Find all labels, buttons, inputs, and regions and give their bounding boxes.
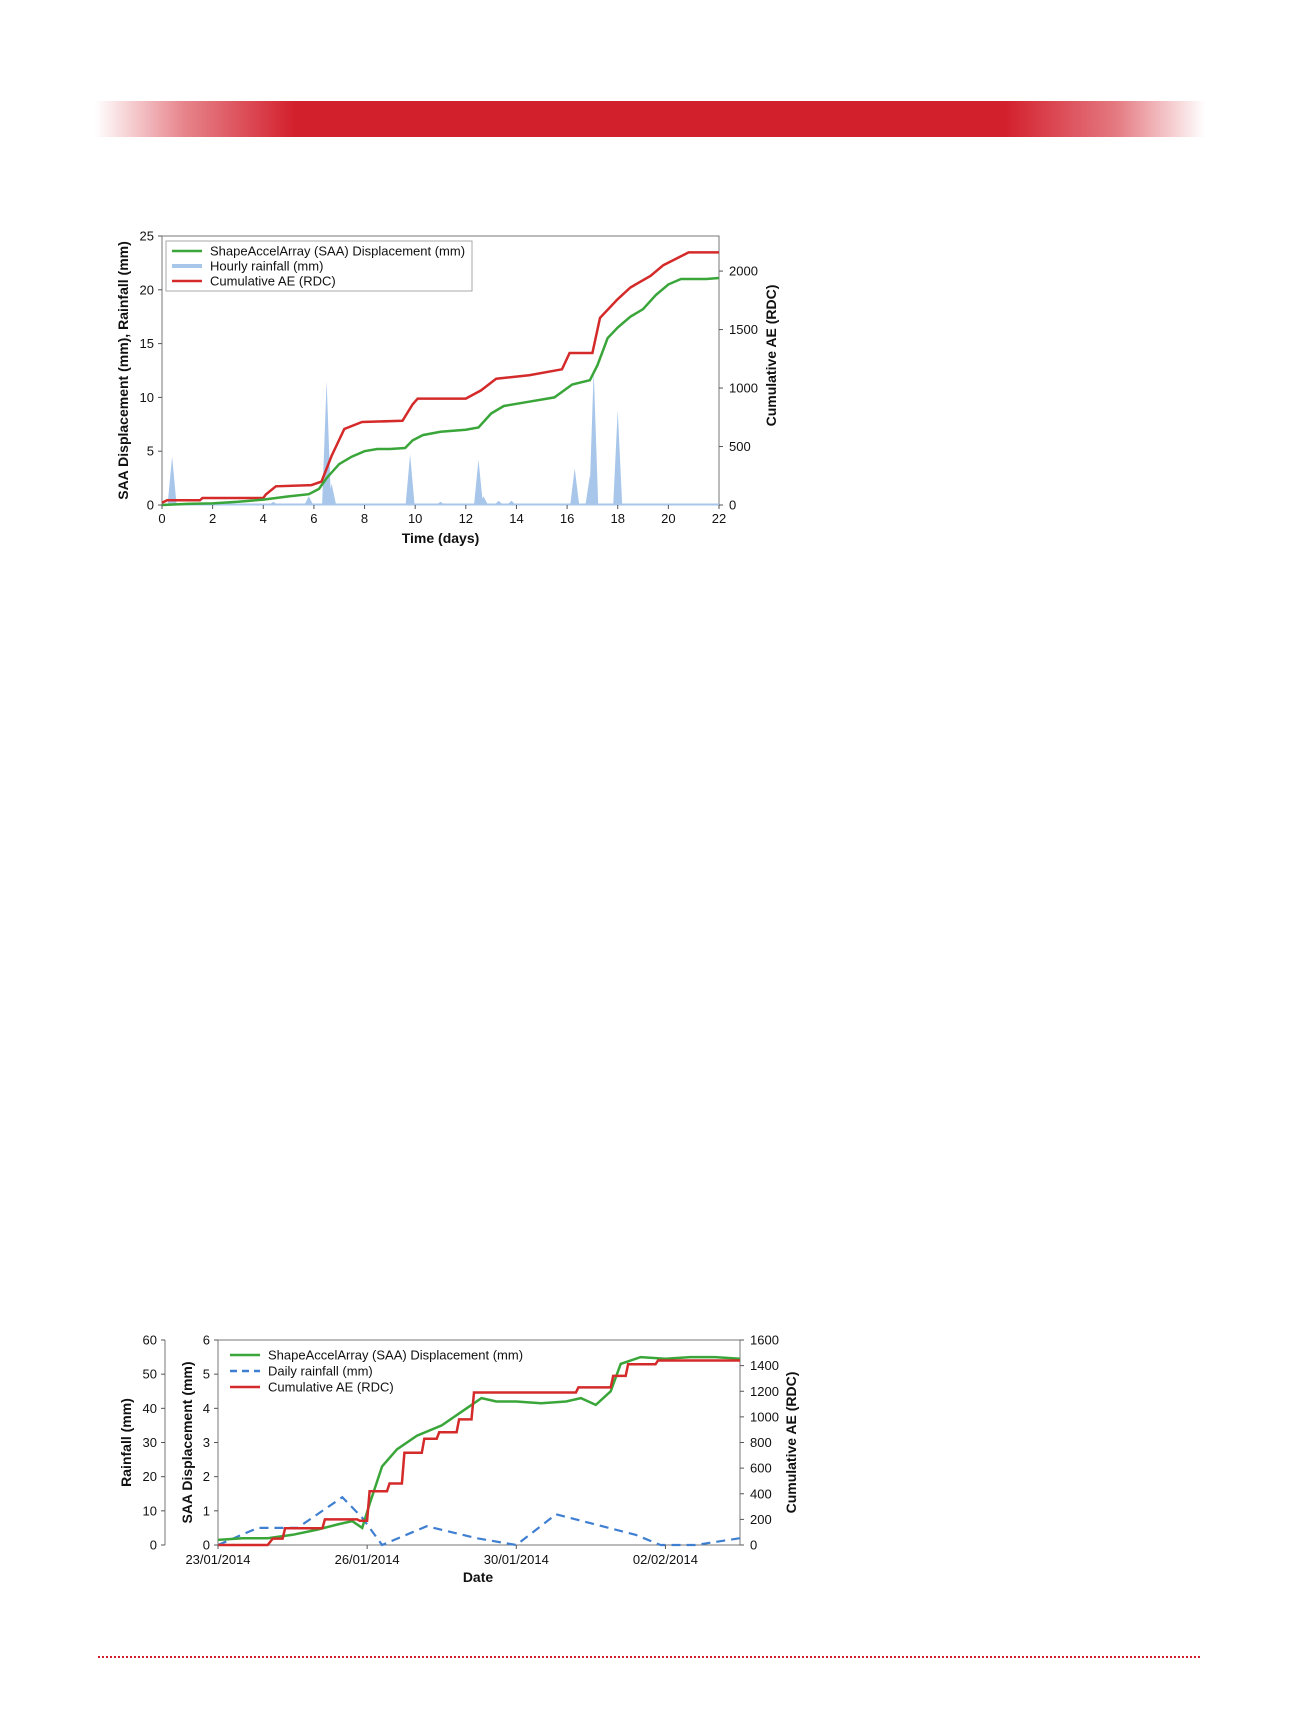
rainfall-spike-0 xyxy=(167,456,177,505)
x-tick-label: 02/02/2014 xyxy=(633,1552,698,1567)
x-tick-label: 8 xyxy=(361,511,368,526)
y-left-axis-label: SAA Displacement (mm), Rainfall (mm) xyxy=(115,241,131,500)
series-line-daily-rainfall xyxy=(217,1495,741,1547)
legend-label: Hourly rainfall (mm) xyxy=(210,259,323,274)
x-axis-label: Date xyxy=(463,1569,494,1585)
x-tick-label: 20 xyxy=(661,511,675,526)
y-right-tick-label: 200 xyxy=(750,1512,772,1527)
y-right-tick-label: 1200 xyxy=(750,1384,779,1399)
x-tick-label: 10 xyxy=(408,511,422,526)
y-left-tick-label: 20 xyxy=(140,282,154,297)
y-rain-tick-label: 60 xyxy=(143,1333,157,1348)
y-right-tick-label: 1000 xyxy=(750,1409,779,1424)
legend-item-2: Cumulative AE (RDC) xyxy=(230,1380,394,1395)
chart-displacement-vs-date: 23/01/2014 26/01/2014 30/01/2014 02/02/2014… xyxy=(118,1333,799,1586)
legend-label: Cumulative AE (RDC) xyxy=(268,1380,394,1395)
legend-label: Daily rainfall (mm) xyxy=(268,1364,373,1379)
x-tick-label: 16 xyxy=(560,511,574,526)
x-tick-label: 30/01/2014 xyxy=(484,1552,549,1567)
rainfall-spike-7 xyxy=(474,459,483,505)
x-tick-label: 12 xyxy=(459,511,473,526)
y-right-tick-label: 0 xyxy=(750,1538,757,1553)
rainfall-spike-14 xyxy=(613,410,623,505)
y-right-tick-label: 600 xyxy=(750,1461,772,1476)
legend-item-2: Cumulative AE (RDC) xyxy=(172,274,336,289)
y-right-axis-label: Cumulative AE (RDC) xyxy=(783,1372,799,1514)
y-disp-tick-label: 0 xyxy=(203,1538,210,1553)
y-rain-axis-label: Rainfall (mm) xyxy=(118,1398,134,1487)
y-rain-tick-label: 40 xyxy=(143,1401,157,1416)
rainfall-spike-8 xyxy=(479,496,488,505)
rainfall-spike-13 xyxy=(589,370,599,505)
y-left-tick-label: 25 xyxy=(140,229,154,244)
rainfall-spike-11 xyxy=(570,468,580,505)
rainfall-spike-2 xyxy=(304,496,314,505)
chart-displacement-vs-time: 0 2 4 6 8 10 12 14 16 18 20 22051015202505001000150… xyxy=(115,229,779,547)
y-disp-axis-label: SAA Displacement (mm) xyxy=(179,1361,195,1523)
x-tick-label: 18 xyxy=(610,511,624,526)
rainfall-spike-4 xyxy=(327,483,337,505)
y-left-tick-label: 15 xyxy=(140,336,154,351)
legend-item-1: Hourly rainfall (mm) xyxy=(172,259,323,274)
x-tick-label: 22 xyxy=(712,511,726,526)
y-disp-tick-label: 4 xyxy=(203,1401,210,1416)
x-tick-label: 26/01/2014 xyxy=(335,1552,400,1567)
x-tick-label: 14 xyxy=(509,511,523,526)
y-right-tick-label: 2000 xyxy=(729,264,758,279)
y-right-tick-label: 800 xyxy=(750,1435,772,1450)
y-disp-tick-label: 5 xyxy=(203,1367,210,1382)
y-right-tick-label: 400 xyxy=(750,1486,772,1501)
series-line-cumulative-ae xyxy=(161,251,719,504)
y-right-axis-label: Cumulative AE (RDC) xyxy=(763,285,779,427)
y-right-tick-label: 1000 xyxy=(729,381,758,396)
y-right-tick-label: 1500 xyxy=(729,322,758,337)
y-left-tick-label: 10 xyxy=(140,390,154,405)
x-tick-label: 2 xyxy=(209,511,216,526)
y-disp-tick-label: 6 xyxy=(203,1333,210,1348)
y-disp-tick-label: 2 xyxy=(203,1469,210,1484)
y-rain-tick-label: 30 xyxy=(143,1435,157,1450)
footer-rule xyxy=(98,1656,1200,1658)
x-tick-label: 23/01/2014 xyxy=(185,1552,250,1567)
x-tick-label: 4 xyxy=(260,511,267,526)
y-rain-tick-label: 10 xyxy=(143,1503,157,1518)
x-tick-label: 6 xyxy=(310,511,317,526)
y-right-tick-label: 0 xyxy=(729,498,736,513)
y-left-tick-label: 0 xyxy=(147,498,154,513)
rainfall-spike-5 xyxy=(405,454,415,505)
header-band xyxy=(95,101,1205,137)
legend-item-0: ShapeAccelArray (SAA) Displacement (mm) xyxy=(230,1348,523,1363)
y-left-tick-label: 5 xyxy=(147,444,154,459)
series-line-cumulative-ae xyxy=(218,1359,740,1547)
legend-item-1: Daily rainfall (mm) xyxy=(230,1364,373,1379)
legend-label: ShapeAccelArray (SAA) Displacement (mm) xyxy=(268,1348,523,1363)
legend-item-0: ShapeAccelArray (SAA) Displacement (mm) xyxy=(172,244,465,259)
series-line-saa-displacement xyxy=(161,276,720,507)
y-right-tick-label: 1400 xyxy=(750,1358,779,1373)
legend-box xyxy=(165,240,473,292)
y-rain-tick-label: 20 xyxy=(143,1469,157,1484)
y-disp-tick-label: 1 xyxy=(203,1503,210,1518)
legend-label: ShapeAccelArray (SAA) Displacement (mm) xyxy=(210,244,465,259)
y-disp-tick-label: 3 xyxy=(203,1435,210,1450)
y-rain-tick-label: 0 xyxy=(150,1538,157,1553)
y-right-tick-label: 1600 xyxy=(750,1333,779,1348)
y-rain-tick-label: 50 xyxy=(143,1367,157,1382)
x-tick-label: 0 xyxy=(158,511,165,526)
legend-label: Cumulative AE (RDC) xyxy=(210,274,336,289)
y-right-tick-label: 500 xyxy=(729,439,751,454)
x-axis-label: Time (days) xyxy=(402,530,480,546)
